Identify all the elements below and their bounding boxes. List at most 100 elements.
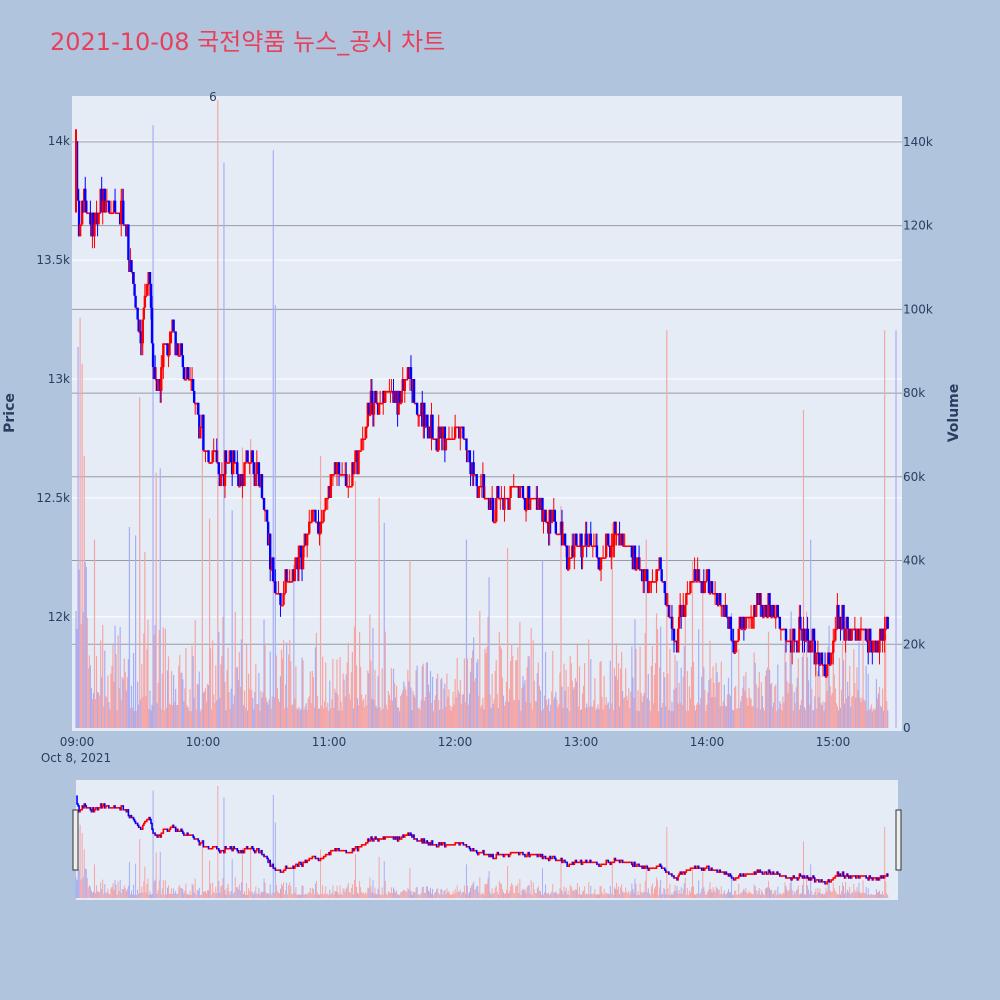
candle-body bbox=[765, 604, 768, 617]
candle-body bbox=[233, 450, 236, 463]
candle-body bbox=[151, 343, 155, 368]
candle-body bbox=[734, 640, 737, 653]
candle-body bbox=[597, 557, 601, 570]
candle-body bbox=[868, 628, 871, 653]
candle-body bbox=[858, 628, 862, 641]
candle-body bbox=[692, 581, 695, 583]
candle-body bbox=[725, 604, 728, 617]
candle-body bbox=[855, 628, 859, 641]
candle-body bbox=[659, 557, 662, 570]
candle-body bbox=[307, 533, 310, 536]
candle-body bbox=[834, 628, 837, 641]
candle-body bbox=[762, 616, 765, 619]
candle-body bbox=[537, 497, 540, 510]
candle-body bbox=[285, 569, 288, 582]
candle-body bbox=[814, 652, 817, 665]
candle-body bbox=[635, 557, 639, 570]
candle-body bbox=[839, 616, 842, 629]
plot-area[interactable] bbox=[72, 96, 902, 731]
candle-body bbox=[335, 462, 339, 475]
candle-body bbox=[319, 521, 322, 534]
candle-body bbox=[130, 260, 133, 272]
candle-body bbox=[778, 616, 782, 629]
range-slider[interactable] bbox=[76, 780, 898, 900]
candle-body bbox=[236, 462, 239, 475]
candle-body bbox=[172, 319, 175, 332]
candle-body bbox=[178, 355, 181, 357]
candle-body bbox=[200, 426, 203, 429]
candle-body bbox=[755, 604, 758, 617]
candle-body bbox=[207, 450, 210, 463]
candle-body bbox=[368, 414, 372, 417]
candle-body bbox=[655, 569, 658, 582]
candle-body bbox=[257, 462, 261, 487]
candle-body bbox=[252, 462, 255, 475]
candle-body bbox=[423, 402, 426, 427]
candle-body bbox=[667, 604, 671, 617]
candle-body bbox=[587, 545, 590, 547]
candle-body bbox=[799, 616, 802, 629]
candle-body bbox=[732, 640, 735, 653]
candle-body bbox=[598, 569, 602, 571]
candle-body bbox=[491, 497, 495, 522]
candle-body bbox=[311, 509, 314, 522]
time-tick-label: 10:00 bbox=[186, 735, 221, 749]
candle-body bbox=[477, 486, 480, 498]
candle-body bbox=[550, 521, 553, 524]
candle-body bbox=[740, 628, 744, 631]
range-slider-right-handle[interactable] bbox=[895, 809, 902, 871]
candle-body bbox=[869, 628, 872, 641]
candle-body bbox=[107, 200, 111, 213]
candle-body bbox=[612, 545, 615, 547]
candle-body bbox=[469, 462, 472, 475]
range-slider-left-handle[interactable] bbox=[72, 809, 79, 871]
candle-body bbox=[884, 628, 887, 631]
volume-tick-label: 80k bbox=[903, 386, 925, 400]
candle-body bbox=[262, 497, 266, 510]
volume-tick-label: 60k bbox=[903, 470, 925, 484]
volume-tick-label: 20k bbox=[903, 637, 925, 651]
candle-body bbox=[321, 521, 324, 524]
candle-body bbox=[98, 212, 101, 215]
candle-body bbox=[835, 628, 838, 631]
candle-body bbox=[162, 343, 165, 368]
price-tick-label: 13.5k bbox=[36, 253, 70, 267]
candle-body bbox=[211, 450, 214, 463]
candle-body bbox=[832, 640, 835, 653]
candle-body bbox=[412, 379, 416, 403]
candle-body bbox=[326, 497, 329, 500]
candle-body bbox=[314, 509, 317, 522]
candle-body bbox=[729, 616, 732, 629]
candle-body bbox=[308, 521, 311, 534]
grid-lines bbox=[72, 140, 902, 645]
candle-body bbox=[610, 545, 613, 558]
candle-body bbox=[238, 486, 241, 488]
candle-body bbox=[167, 355, 170, 357]
candle-body bbox=[227, 462, 231, 464]
candle-body bbox=[820, 652, 824, 665]
candle-body bbox=[367, 402, 371, 415]
candle-body bbox=[270, 569, 273, 571]
candle-body bbox=[769, 604, 772, 617]
candle-body bbox=[299, 545, 303, 558]
volume-tick-label: 0 bbox=[903, 721, 911, 735]
candle-body bbox=[139, 331, 142, 344]
candle-body bbox=[730, 628, 733, 641]
candle-body bbox=[551, 509, 554, 522]
candle-body bbox=[715, 593, 719, 605]
price-tick-label: 12k bbox=[48, 610, 70, 624]
time-tick-label: 14:00 bbox=[690, 735, 725, 749]
candle-body bbox=[150, 307, 154, 344]
candle-body bbox=[199, 426, 202, 439]
candle-body bbox=[751, 616, 755, 619]
candle-body bbox=[399, 402, 402, 405]
candle-body bbox=[646, 569, 649, 582]
candle-body bbox=[134, 295, 137, 308]
candle-body bbox=[76, 188, 80, 201]
candle-body bbox=[744, 616, 748, 629]
candle-body bbox=[719, 593, 722, 605]
candle-body bbox=[660, 569, 663, 582]
candle-body bbox=[804, 640, 807, 643]
candle-body bbox=[329, 474, 333, 498]
candle-body bbox=[405, 379, 409, 381]
